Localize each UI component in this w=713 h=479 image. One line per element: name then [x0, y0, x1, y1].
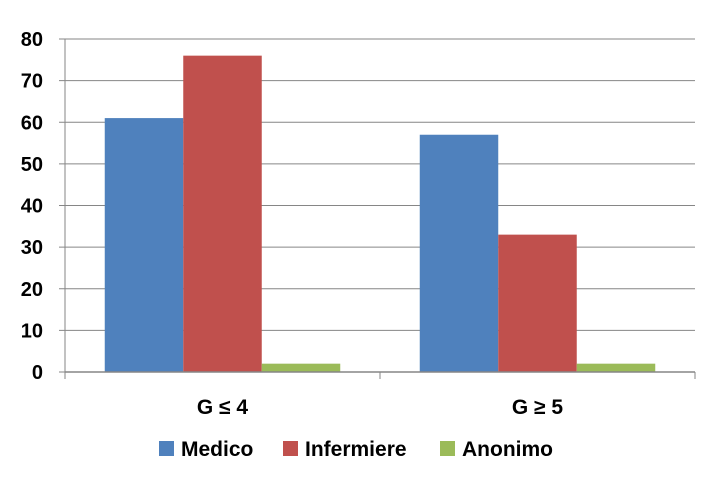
y-tick-label: 0	[32, 362, 43, 384]
legend-label-medico: Medico	[181, 438, 253, 461]
legend-label-anonimo: Anonimo	[462, 438, 553, 461]
y-tick-label: 80	[21, 29, 43, 51]
legend-swatch-anonimo	[440, 441, 455, 456]
bar-medico-1	[104, 118, 184, 373]
bar-infermiere-1	[183, 55, 262, 373]
x-tick-labels: G ≤ 4 G ≥ 5	[197, 396, 564, 419]
legend-label-infermiere: Infermiere	[305, 438, 407, 461]
bars	[104, 55, 656, 373]
x-tick-label: G ≤ 4	[197, 396, 249, 419]
x-tick-label: G ≥ 5	[512, 396, 564, 419]
legend-swatch-infermiere	[283, 441, 298, 456]
bar-anonimo-2	[576, 363, 656, 372]
y-tick-label: 40	[21, 196, 43, 218]
y-tick-labels: 0 10 20 30 40 50 60 70 80	[21, 29, 43, 384]
y-tick-label: 20	[21, 279, 43, 301]
y-tick-label: 50	[21, 154, 43, 176]
bar-infermiere-2	[498, 234, 577, 372]
y-tick-label: 60	[21, 112, 43, 134]
y-tick-label: 10	[21, 320, 43, 342]
bar-anonimo-1	[261, 363, 341, 372]
y-tick-label: 70	[21, 71, 43, 93]
axes	[59, 38, 696, 379]
bar-medico-2	[419, 134, 499, 372]
y-tick-label: 30	[21, 237, 43, 259]
legend-swatch-medico	[159, 441, 174, 456]
legend: Medico Infermiere Anonimo	[159, 438, 553, 461]
